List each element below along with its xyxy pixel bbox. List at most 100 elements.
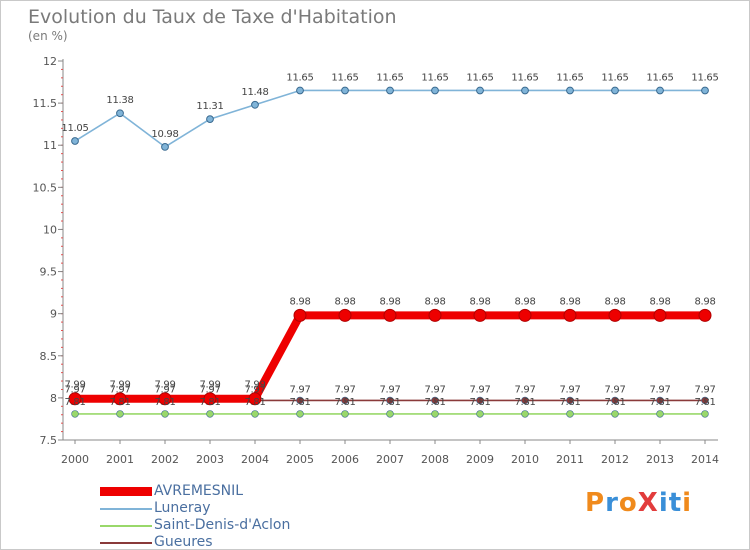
- data-point: [206, 115, 214, 124]
- logo-letter: i: [682, 488, 693, 518]
- data-point: [611, 410, 619, 418]
- legend-label: AVREMESNIL: [154, 483, 244, 499]
- y-tick-label: 9.5: [40, 266, 58, 279]
- data-point: [701, 396, 709, 405]
- data-label: 11.05: [61, 123, 88, 134]
- data-point: [341, 86, 349, 95]
- data-label: 11.65: [601, 72, 628, 83]
- data-label: 8.98: [424, 296, 445, 307]
- data-label: 7.97: [424, 384, 445, 395]
- data-label: 11.38: [106, 95, 133, 106]
- data-label: 7.99: [64, 380, 85, 391]
- x-tick-label: 2011: [556, 453, 584, 466]
- data-label: 11.65: [286, 72, 313, 83]
- y-tick-label: 11: [43, 139, 57, 152]
- logo-letter: P: [585, 488, 606, 518]
- legend-label: Gueures: [154, 534, 213, 550]
- data-point: [611, 396, 619, 405]
- data-label: 7.97: [64, 384, 85, 395]
- y-tick-label: 7.5: [40, 434, 58, 447]
- data-point: [476, 410, 484, 418]
- data-label: 8.98: [604, 296, 625, 307]
- data-label: 7.97: [559, 384, 580, 395]
- chart-unit: (en %): [28, 29, 68, 43]
- y-tick-label: 10: [43, 223, 57, 236]
- logo-letter: o: [618, 488, 638, 518]
- data-point: [158, 392, 172, 406]
- x-tick-label: 2007: [376, 453, 404, 466]
- data-label: 7.97: [109, 384, 130, 395]
- data-point: [296, 86, 304, 95]
- data-point: [521, 86, 529, 95]
- data-label: 11.65: [646, 72, 673, 83]
- x-tick-label: 2008: [421, 453, 449, 466]
- data-label: 11.65: [466, 72, 493, 83]
- x-tick-label: 2014: [691, 453, 719, 466]
- logo-letter: t: [668, 488, 683, 518]
- data-label: 7.97: [469, 384, 490, 395]
- data-label: 7.81: [424, 397, 445, 408]
- legend-swatch: [100, 508, 152, 510]
- data-label: 8.98: [379, 296, 400, 307]
- data-label: 11.65: [691, 72, 718, 83]
- data-point: [161, 410, 169, 418]
- data-point: [521, 410, 529, 418]
- data-label: 7.97: [694, 384, 715, 395]
- data-label: 7.81: [469, 397, 490, 408]
- data-label: 8.98: [514, 296, 535, 307]
- x-tick-label: 2002: [151, 453, 179, 466]
- data-label: 7.97: [244, 384, 265, 395]
- data-point: [431, 86, 439, 95]
- x-tick-label: 2001: [106, 453, 134, 466]
- data-label: 7.81: [649, 397, 670, 408]
- series-luneray: [71, 86, 709, 151]
- data-point: [296, 396, 304, 405]
- x-tick-label: 2012: [601, 453, 629, 466]
- logo-letter: X: [637, 488, 659, 518]
- data-label: 7.97: [334, 384, 355, 395]
- data-label: 7.81: [379, 397, 400, 408]
- data-point: [611, 86, 619, 95]
- series-avremesnil: [68, 308, 712, 406]
- data-point: [113, 392, 127, 406]
- data-point: [386, 396, 394, 405]
- legend-label: Saint-Denis-d'Aclon: [154, 517, 291, 533]
- data-point: [116, 109, 124, 118]
- chart-title: Evolution du Taux de Taxe d'Habitation: [28, 6, 397, 28]
- series-saint-denis-d-aclon: [71, 410, 709, 418]
- data-point: [698, 308, 712, 322]
- data-label: 11.48: [241, 87, 268, 98]
- data-point: [608, 308, 622, 322]
- data-label: 11.31: [196, 101, 223, 112]
- data-point: [431, 410, 439, 418]
- x-tick-label: 2006: [331, 453, 359, 466]
- x-tick-label: 2003: [196, 453, 224, 466]
- x-tick-label: 2004: [241, 453, 269, 466]
- data-point: [338, 308, 352, 322]
- data-point: [71, 410, 79, 418]
- data-point: [563, 308, 577, 322]
- data-point: [116, 410, 124, 418]
- data-label: 7.81: [514, 397, 535, 408]
- y-tick-label: 9: [50, 308, 57, 321]
- data-point: [383, 308, 397, 322]
- data-point: [566, 396, 574, 405]
- legend-swatch: [100, 542, 152, 544]
- data-label: 11.65: [556, 72, 583, 83]
- data-label: 7.99: [199, 380, 220, 391]
- x-tick-label: 2009: [466, 453, 494, 466]
- data-point: [656, 86, 664, 95]
- data-point: [701, 86, 709, 95]
- legend-swatch: [100, 487, 152, 496]
- data-label: 7.97: [379, 384, 400, 395]
- data-label: 7.81: [64, 397, 85, 408]
- data-point: [518, 308, 532, 322]
- data-point: [341, 396, 349, 405]
- data-label: 7.81: [334, 397, 355, 408]
- data-label: 7.81: [109, 397, 130, 408]
- logo-letter: r: [605, 488, 619, 518]
- data-label: 8.98: [289, 296, 310, 307]
- y-tick-label: 10.5: [33, 181, 58, 194]
- data-label: 7.81: [154, 397, 175, 408]
